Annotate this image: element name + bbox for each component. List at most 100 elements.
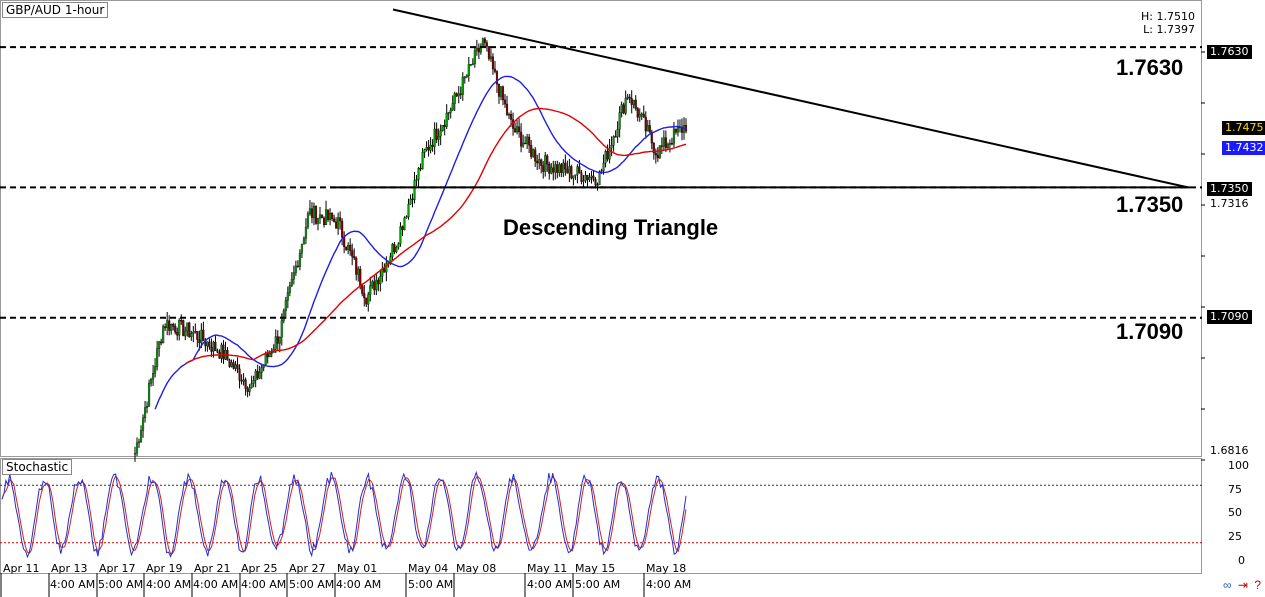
candle-body xyxy=(335,221,338,229)
candle-body xyxy=(182,320,185,337)
candle-body xyxy=(176,332,179,336)
candle-body xyxy=(184,330,187,337)
candle-body xyxy=(481,38,484,47)
candle-body xyxy=(369,285,372,295)
candle-body xyxy=(622,104,625,114)
arrow-icon[interactable]: ⇥ xyxy=(1237,578,1248,592)
candle-body xyxy=(316,217,320,224)
candle-body xyxy=(421,152,424,170)
candle-body xyxy=(170,323,173,331)
level-label-3: 1.7090 xyxy=(1116,319,1184,344)
candle-body xyxy=(419,168,422,170)
candle-body xyxy=(584,175,587,181)
candle-body xyxy=(343,237,346,247)
candle-body xyxy=(154,366,157,374)
candle-body xyxy=(618,112,621,130)
candle-body xyxy=(660,145,663,147)
candle-body xyxy=(449,109,452,113)
candle-body xyxy=(365,297,368,305)
date-top-6: Apr 25 xyxy=(241,562,278,575)
candle-body xyxy=(210,346,213,352)
descending-trendline xyxy=(392,8,1189,189)
candle-body xyxy=(483,38,486,43)
date-top-3: Apr 17 xyxy=(99,562,136,575)
help-icon[interactable]: ? xyxy=(1254,578,1261,592)
candle-body xyxy=(308,208,312,214)
candle-body xyxy=(560,164,563,173)
pattern-label: Descending Triangle xyxy=(503,215,719,240)
candle-body xyxy=(672,128,675,145)
candle-body xyxy=(670,143,673,145)
candle-body xyxy=(447,112,450,114)
date-bottom-1: 4:00 AM xyxy=(50,578,96,591)
high-low-box: H: 1.7510 L: 1.7397 xyxy=(1141,10,1195,36)
candle-body xyxy=(538,159,541,164)
candle-body xyxy=(499,86,503,97)
stoch-d-line xyxy=(1,474,687,555)
candle-body xyxy=(556,164,559,173)
candle-body xyxy=(630,98,633,105)
candle-body xyxy=(417,168,420,180)
candle-body xyxy=(312,206,316,218)
candles-group xyxy=(133,37,688,462)
candle-body xyxy=(232,362,235,369)
candle-body xyxy=(268,353,271,358)
candle-body xyxy=(674,128,677,133)
candle-body xyxy=(200,329,203,344)
candle-body xyxy=(190,333,193,338)
candle-body xyxy=(522,142,525,147)
candle-body xyxy=(574,174,577,176)
date-bottom-3: 4:00 AM xyxy=(146,578,192,591)
candle-body xyxy=(530,145,533,157)
bottom-toolbar: ∞ ⇥ ? xyxy=(1220,578,1261,592)
candle-body xyxy=(322,217,326,226)
candle-body xyxy=(437,136,440,140)
candle-body xyxy=(588,177,591,180)
candle-body xyxy=(234,364,237,369)
candle-body xyxy=(461,76,464,95)
candle-body xyxy=(250,383,253,388)
candle-body xyxy=(397,243,400,248)
candle-body xyxy=(487,46,490,59)
candle-body xyxy=(274,336,277,350)
candle-body xyxy=(355,257,358,275)
candle-body xyxy=(405,216,408,219)
candle-body xyxy=(385,263,388,273)
candle-body xyxy=(528,136,531,146)
candle-body xyxy=(327,209,330,220)
candle-body xyxy=(540,159,543,166)
candle-body xyxy=(684,125,688,132)
candle-body xyxy=(160,341,163,344)
link-icon[interactable]: ∞ xyxy=(1223,578,1232,592)
candle-body xyxy=(252,380,255,384)
candle-body xyxy=(156,348,159,367)
candle-body xyxy=(196,331,199,340)
candle-body xyxy=(320,214,324,219)
candle-body xyxy=(532,149,535,157)
candle-body xyxy=(379,276,382,285)
candle-body xyxy=(296,265,299,268)
candle-body xyxy=(212,341,215,352)
high-value: H: 1.7510 xyxy=(1141,10,1195,23)
candle-body xyxy=(150,379,153,384)
candle-body xyxy=(664,137,667,148)
candle-body xyxy=(298,253,301,268)
candle-body xyxy=(493,68,497,72)
stoch-tick-100: 100 xyxy=(1228,459,1249,472)
candle-body xyxy=(228,359,231,367)
candle-body xyxy=(600,170,603,172)
candle-body xyxy=(329,213,332,220)
candle-body xyxy=(524,142,527,145)
candle-body xyxy=(544,155,547,172)
candle-body xyxy=(596,184,599,186)
candle-body xyxy=(632,99,635,105)
date-top-4: Apr 19 xyxy=(146,562,183,575)
low-value: L: 1.7397 xyxy=(1143,23,1195,36)
candle-body xyxy=(310,208,314,218)
candle-body xyxy=(590,175,593,178)
candle-body xyxy=(602,162,605,171)
candle-body xyxy=(680,126,684,133)
ma-slow-line xyxy=(184,107,687,365)
candle-body xyxy=(206,341,209,347)
candle-body xyxy=(550,167,553,174)
